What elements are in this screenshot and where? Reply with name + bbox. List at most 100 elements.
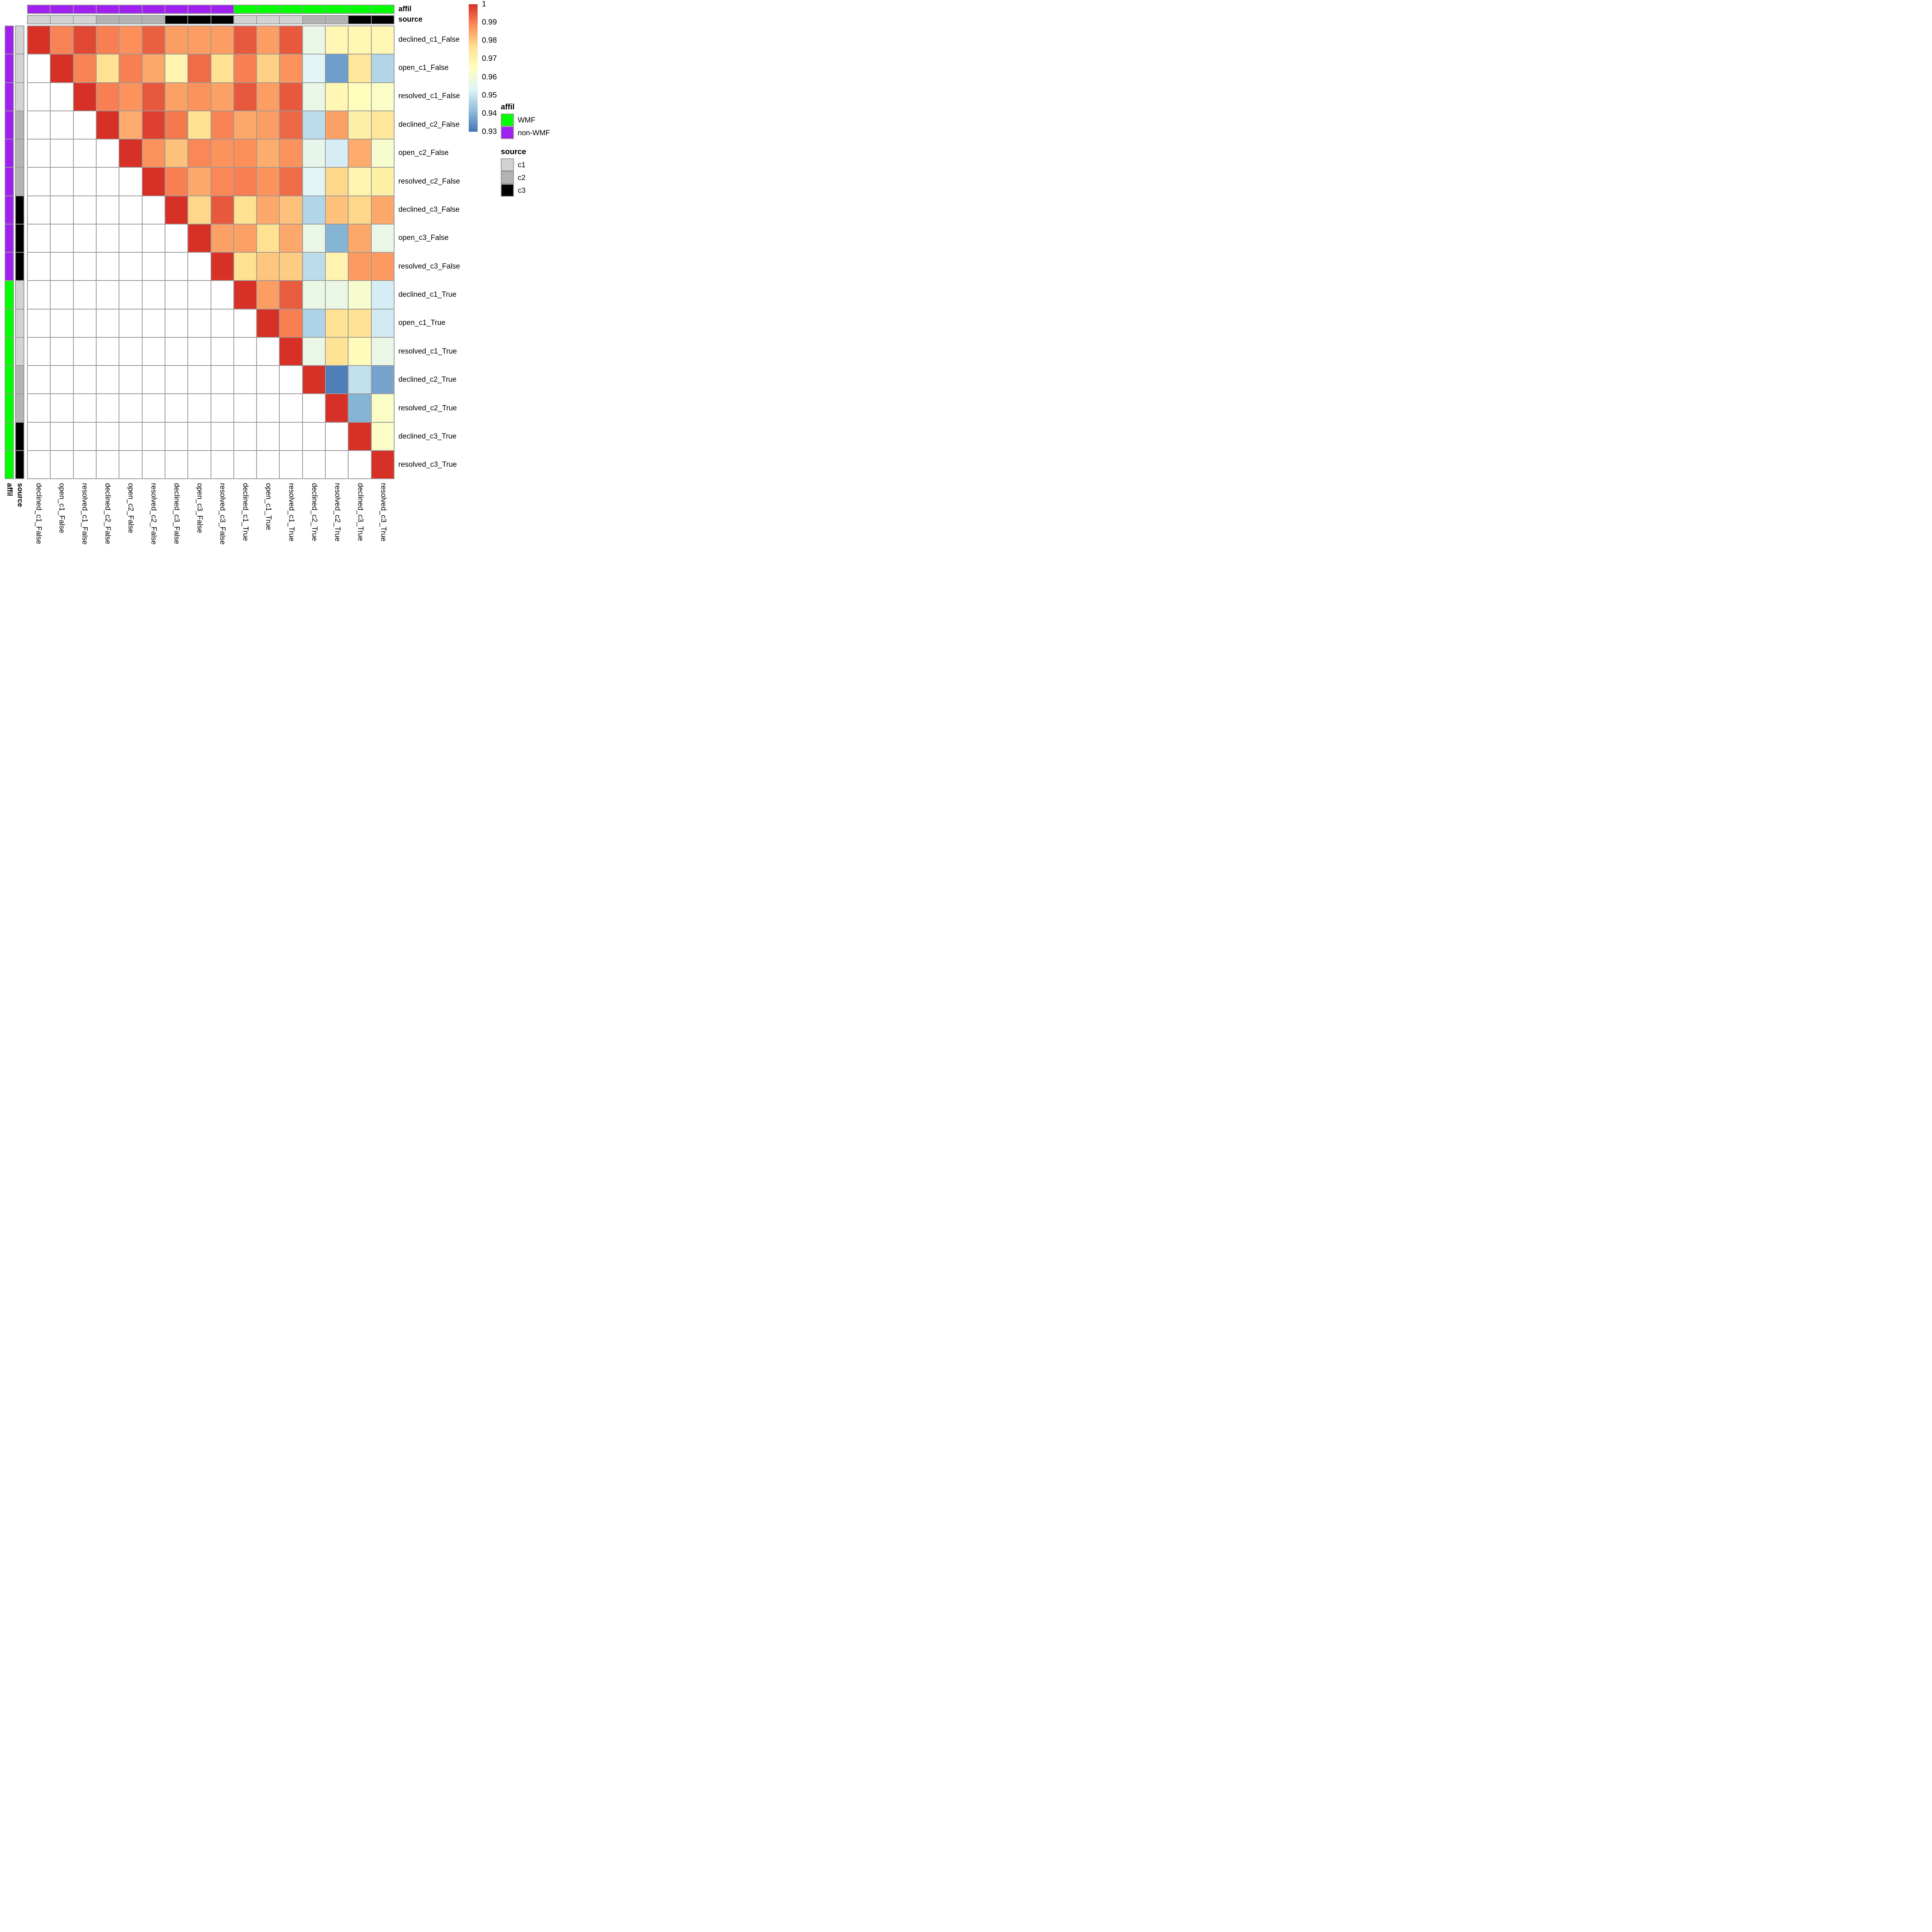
heatmap-cell <box>349 224 371 252</box>
heatmap-cell <box>73 83 96 111</box>
source-annotation-cell <box>280 16 302 24</box>
heatmap-cell <box>326 111 348 139</box>
source-annotation-cell <box>16 111 24 139</box>
heatmap-cell <box>234 253 257 281</box>
column-label: declined_c3_True <box>356 483 364 541</box>
heatmap-cell <box>349 54 371 82</box>
heatmap-cell <box>96 394 119 422</box>
source-annotation-cell <box>16 168 24 196</box>
top-annotation-bar-source <box>27 15 395 24</box>
heatmap-cell <box>165 83 188 111</box>
source-annotation-cell <box>257 16 279 24</box>
heatmap-cell <box>211 366 233 394</box>
heatmap-cell <box>119 337 142 365</box>
heatmap-cell <box>73 451 96 478</box>
heatmap-cell <box>51 168 73 196</box>
heatmap-cell <box>73 224 96 252</box>
heatmap-cell <box>280 196 302 224</box>
source-annotation-cell <box>51 16 73 24</box>
heatmap-cell <box>165 394 188 422</box>
heatmap-cell <box>96 422 119 450</box>
heatmap-cell <box>119 394 142 422</box>
affil-annotation-cell <box>188 5 211 13</box>
heatmap-cell <box>234 422 257 450</box>
heatmap-cell <box>28 26 50 54</box>
row-label: resolved_c3_True <box>398 461 457 469</box>
heatmap-cell <box>142 281 165 309</box>
heatmap-cell <box>211 83 233 111</box>
affil-legend-items: WMF non-WMF <box>501 114 550 139</box>
heatmap-cell <box>51 196 73 224</box>
correlation-heatmap-figure: affil source affil source declined_c1_Fa… <box>0 0 556 556</box>
heatmap-cell <box>371 54 394 82</box>
affil-annotation-cell <box>5 196 13 224</box>
column-label: resolved_c1_True <box>287 483 296 542</box>
heatmap-cell <box>303 224 325 252</box>
heatmap-cell <box>188 394 211 422</box>
heatmap-cell <box>165 26 188 54</box>
heatmap-cell <box>326 253 348 281</box>
heatmap-cell <box>257 54 279 82</box>
heatmap-cell <box>51 54 73 82</box>
heatmap-cell <box>211 168 233 196</box>
heatmap-cell <box>188 451 211 478</box>
heatmap-cell <box>142 139 165 167</box>
column-label: declined_c1_True <box>241 483 250 541</box>
heatmap-cell <box>280 168 302 196</box>
affil-annotation-cell <box>349 5 371 13</box>
colorbar-tick-label: 0.99 <box>482 18 497 27</box>
affil-legend-title: affil <box>501 103 515 111</box>
heatmap-cell <box>28 451 50 478</box>
heatmap-cell <box>326 83 348 111</box>
heatmap-cell <box>119 139 142 167</box>
source-annotation-cell <box>16 83 24 111</box>
heatmap-cell <box>349 281 371 309</box>
heatmap-cell <box>326 224 348 252</box>
heatmap-cell <box>280 26 302 54</box>
colorbar-tick-label: 0.95 <box>482 91 497 100</box>
heatmap-cell <box>51 394 73 422</box>
heatmap-cell <box>257 394 279 422</box>
heatmap-cell <box>142 337 165 365</box>
heatmap-cell <box>349 168 371 196</box>
heatmap-cell <box>211 451 233 478</box>
column-label: declined_c2_True <box>310 483 318 541</box>
heatmap-cell <box>211 394 233 422</box>
affil-annotation-cell <box>5 281 13 309</box>
heatmap-cell <box>188 422 211 450</box>
row-label: declined_c1_True <box>398 291 457 299</box>
source-annotation-cell <box>16 309 24 337</box>
heatmap-cell <box>280 281 302 309</box>
heatmap-cell <box>142 168 165 196</box>
source-legend-item-label: c3 <box>518 186 526 195</box>
heatmap-cell <box>28 337 50 365</box>
heatmap-cell <box>119 54 142 82</box>
affil-annotation-cell <box>5 168 13 196</box>
affil-annotation-cell <box>5 111 13 139</box>
heatmap-cell <box>119 366 142 394</box>
heatmap-cell <box>371 366 394 394</box>
heatmap-cell <box>142 196 165 224</box>
heatmap-cell <box>28 281 50 309</box>
heatmap-matrix <box>27 26 395 479</box>
heatmap-cell <box>280 83 302 111</box>
heatmap-cell <box>371 26 394 54</box>
heatmap-cell <box>119 224 142 252</box>
source-annotation-cell <box>165 16 188 24</box>
heatmap-cell <box>257 168 279 196</box>
top-annotation-bar-affil <box>27 5 395 14</box>
heatmap-cell <box>165 168 188 196</box>
affil-annotation-cell <box>5 337 13 365</box>
heatmap-cell <box>257 139 279 167</box>
heatmap-cell <box>371 196 394 224</box>
column-label: resolved_c2_True <box>333 483 342 542</box>
heatmap-cell <box>326 337 348 365</box>
source-annotation-cell <box>188 16 211 24</box>
source-legend-item-label: c1 <box>518 161 526 169</box>
heatmap-cell <box>119 83 142 111</box>
heatmap-cell <box>371 253 394 281</box>
heatmap-cell <box>234 26 257 54</box>
heatmap-cell <box>280 224 302 252</box>
heatmap-cell <box>303 337 325 365</box>
heatmap-cell <box>165 337 188 365</box>
